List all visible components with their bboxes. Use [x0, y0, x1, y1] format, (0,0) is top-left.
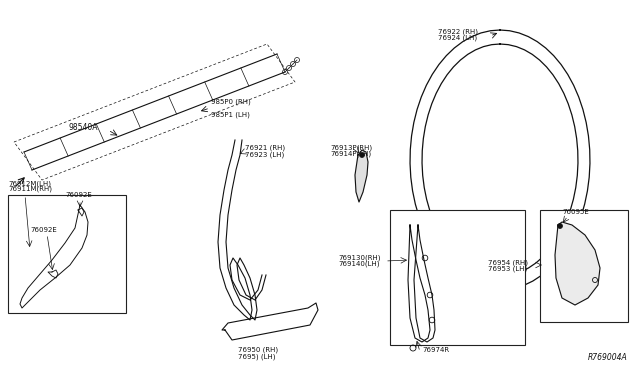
Text: 985P0 (RH): 985P0 (RH): [211, 99, 251, 105]
Text: 76954 (RH): 76954 (RH): [488, 260, 528, 266]
Text: 985P1 (LH): 985P1 (LH): [211, 111, 250, 118]
Text: 76974R: 76974R: [422, 347, 449, 353]
Text: 76913P(RH): 76913P(RH): [330, 145, 372, 151]
Text: 76953 (LH): 76953 (LH): [488, 266, 527, 272]
Text: 76921 (RH): 76921 (RH): [245, 145, 285, 151]
Text: 76950 (RH): 76950 (RH): [238, 347, 278, 353]
Text: R769004A: R769004A: [588, 353, 628, 362]
Text: 76924 (LH): 76924 (LH): [438, 35, 477, 41]
Text: 76092E: 76092E: [30, 227, 57, 233]
Bar: [540, 210, 628, 322]
Text: 76912M(LH): 76912M(LH): [8, 180, 51, 187]
Text: 76914P(LH): 76914P(LH): [330, 151, 371, 157]
Circle shape: [557, 224, 563, 228]
Text: 769130(RH): 769130(RH): [338, 255, 381, 261]
Text: 98540A: 98540A: [68, 122, 97, 131]
Bar: [390, 210, 525, 345]
Text: 76922 (RH): 76922 (RH): [438, 29, 478, 35]
Text: 76911M(RH): 76911M(RH): [8, 186, 52, 192]
Text: 7695) (LH): 7695) (LH): [238, 354, 275, 360]
Polygon shape: [355, 150, 368, 202]
Text: 76092E: 76092E: [65, 192, 92, 198]
Text: 76095E: 76095E: [562, 209, 589, 215]
Text: 76923 (LH): 76923 (LH): [245, 152, 284, 158]
Polygon shape: [555, 222, 600, 305]
Text: 769140(LH): 769140(LH): [338, 261, 380, 267]
Circle shape: [360, 153, 365, 157]
Bar: [8, 195, 126, 313]
